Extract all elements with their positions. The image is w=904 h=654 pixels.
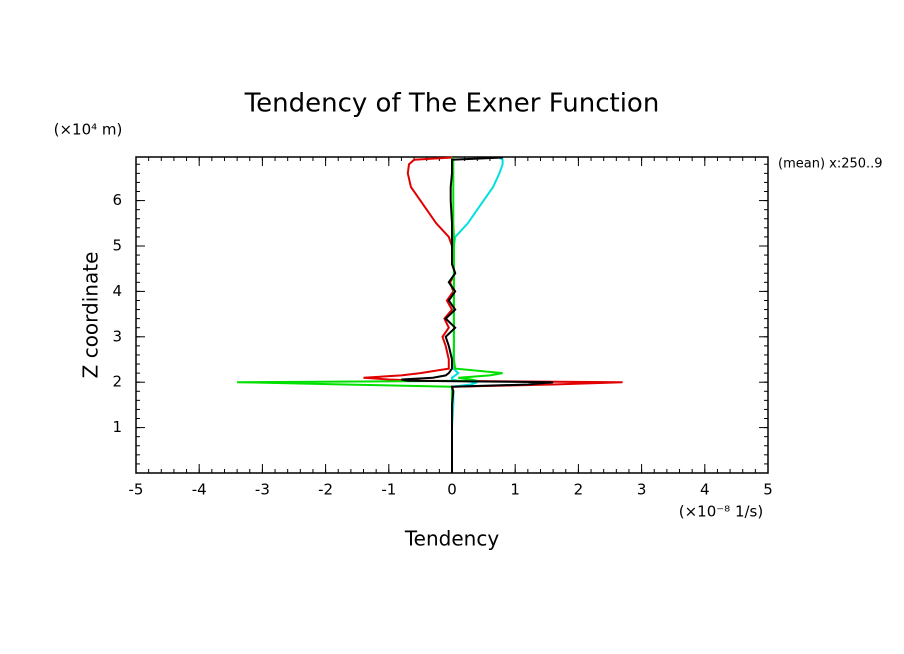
x-tick-label: 4 bbox=[700, 481, 710, 499]
x-tick-label: 1 bbox=[510, 481, 520, 499]
x-tick-label: 5 bbox=[763, 481, 773, 499]
x-tick-label: -3 bbox=[255, 481, 270, 499]
y-tick-label: 4 bbox=[112, 282, 122, 300]
x-unit: (×10⁻⁸ 1/s) bbox=[679, 503, 763, 521]
x-tick-label: -1 bbox=[381, 481, 396, 499]
y-tick-label: 5 bbox=[112, 236, 122, 254]
x-tick-label: -4 bbox=[192, 481, 207, 499]
x-tick-label: 3 bbox=[637, 481, 647, 499]
x-tick-label: -5 bbox=[129, 481, 144, 499]
y-unit: (×10⁴ m) bbox=[54, 121, 123, 139]
x-tick-label: 0 bbox=[447, 481, 457, 499]
y-tick-label: 3 bbox=[112, 327, 122, 345]
y-axis-label: Z coordinate bbox=[79, 252, 103, 379]
profile-line bbox=[401, 156, 554, 473]
profile-line bbox=[237, 156, 503, 473]
x-axis-label: Tendency bbox=[404, 527, 499, 551]
y-tick-label: 2 bbox=[112, 373, 122, 391]
y-tick-label: 1 bbox=[112, 418, 122, 436]
y-tick-label: 6 bbox=[112, 191, 122, 209]
x-tick-label: -2 bbox=[318, 481, 333, 499]
annotation: (mean) x:250..9 bbox=[778, 157, 883, 172]
chart-title: Tendency of The Exner Function bbox=[244, 89, 660, 119]
x-tick-label: 2 bbox=[574, 481, 584, 499]
